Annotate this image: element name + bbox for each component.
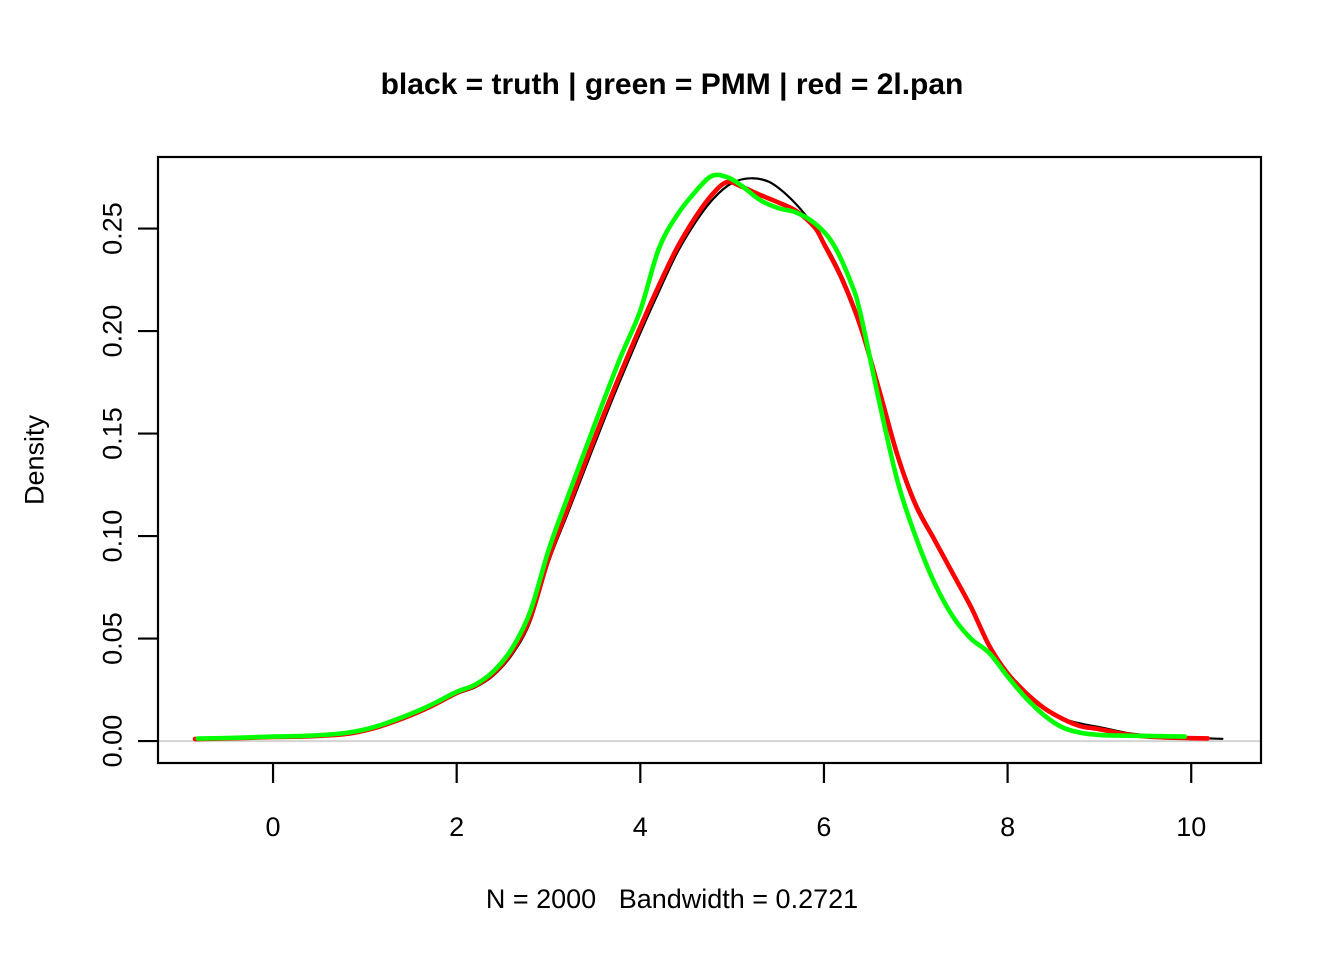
y-axis-tick-label: 0.05 xyxy=(97,612,127,665)
y-axis-tick-label: 0.20 xyxy=(97,305,127,358)
x-axis-tick-label: 6 xyxy=(816,812,831,842)
x-axis-tick-label: 8 xyxy=(1000,812,1015,842)
y-axis-tick-label: 0.00 xyxy=(97,715,127,768)
x-axis-tick-label: 10 xyxy=(1176,812,1206,842)
x-axis-subtitle: N = 2000 Bandwidth = 0.2721 xyxy=(485,884,859,914)
x-axis-tick-label: 4 xyxy=(633,812,648,842)
y-axis-tick-label: 0.25 xyxy=(97,202,127,255)
density-curve-PMM xyxy=(195,172,1188,741)
plot-title: black = truth | green = PMM | red = 2l.p… xyxy=(380,68,964,101)
density-curve-truth xyxy=(193,177,1224,741)
y-axis-tick-label: 0.15 xyxy=(97,407,127,460)
y-axis-title: Density xyxy=(19,414,49,505)
y-axis-tick-label: 0.10 xyxy=(97,510,127,563)
x-axis-tick-label: 0 xyxy=(266,812,281,842)
density-curve-2l.pan xyxy=(192,179,1210,742)
x-axis-tick-label: 2 xyxy=(449,812,464,842)
plot-frame xyxy=(156,155,1263,765)
